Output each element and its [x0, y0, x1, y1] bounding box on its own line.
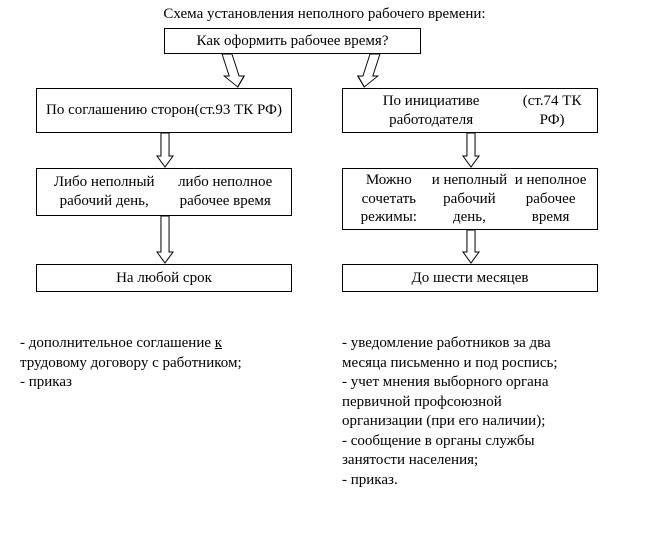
note-line: - учет мнения выборного органа — [342, 373, 622, 393]
node-text-line: Либо неполный рабочий день, — [43, 173, 165, 211]
arrow-down-icon — [353, 54, 386, 88]
node-text-line: По инициативе работодателя — [349, 92, 513, 130]
node-root: Как оформить рабочее время? — [164, 28, 421, 54]
node-text-line: До шести месяцев — [412, 269, 529, 288]
node-text-line: По соглашению сторон — [46, 101, 195, 120]
note-line: - приказ — [20, 373, 310, 393]
node-text-line: (ст.93 ТК РФ) — [195, 101, 282, 120]
node-text-line: Можно сочетать режимы: — [349, 171, 429, 227]
diagram-title: Схема установления неполного рабочего вр… — [0, 6, 649, 23]
note-line: - дополнительное соглашение к — [20, 334, 310, 354]
arrow-down-icon — [462, 133, 480, 168]
arrow-down-icon — [216, 54, 249, 88]
arrow-down-icon — [462, 230, 480, 264]
node-right2: Можно сочетать режимы:и неполный рабочий… — [342, 168, 598, 230]
arrow-down-icon — [156, 133, 174, 168]
note-line: первичной профсоюзной — [342, 393, 622, 413]
node-text-line: либо неполное рабочее время — [165, 173, 285, 211]
node-text-line: и неполный рабочий день, — [429, 171, 511, 227]
notes-right: - уведомление работников за двамесяца пи… — [342, 334, 622, 490]
note-line: - приказ. — [342, 471, 622, 491]
notes-left: - дополнительное соглашение ктрудовому д… — [20, 334, 310, 393]
note-line: месяца письменно и под роспись; — [342, 354, 622, 374]
underlined-word: к — [215, 335, 222, 351]
diagram-page: Схема установления неполного рабочего вр… — [0, 0, 649, 539]
note-line: - сообщение в органы службы — [342, 432, 622, 452]
node-text-line: На любой срок — [116, 269, 212, 288]
node-left3: На любой срок — [36, 264, 292, 292]
node-text-line: Как оформить рабочее время? — [197, 32, 389, 51]
node-text-line: (ст.74 ТК РФ) — [513, 92, 591, 130]
node-text-line: и неполное рабочее время — [510, 171, 591, 227]
note-line: - уведомление работников за два — [342, 334, 622, 354]
note-line: занятости населения; — [342, 451, 622, 471]
note-line: трудовому договору с работником; — [20, 354, 310, 374]
node-right1: По инициативе работодателя(ст.74 ТК РФ) — [342, 88, 598, 133]
node-right3: До шести месяцев — [342, 264, 598, 292]
note-line: организации (при его наличии); — [342, 412, 622, 432]
arrow-down-icon — [156, 216, 174, 264]
node-left1: По соглашению сторон(ст.93 ТК РФ) — [36, 88, 292, 133]
node-left2: Либо неполный рабочий день,либо неполное… — [36, 168, 292, 216]
